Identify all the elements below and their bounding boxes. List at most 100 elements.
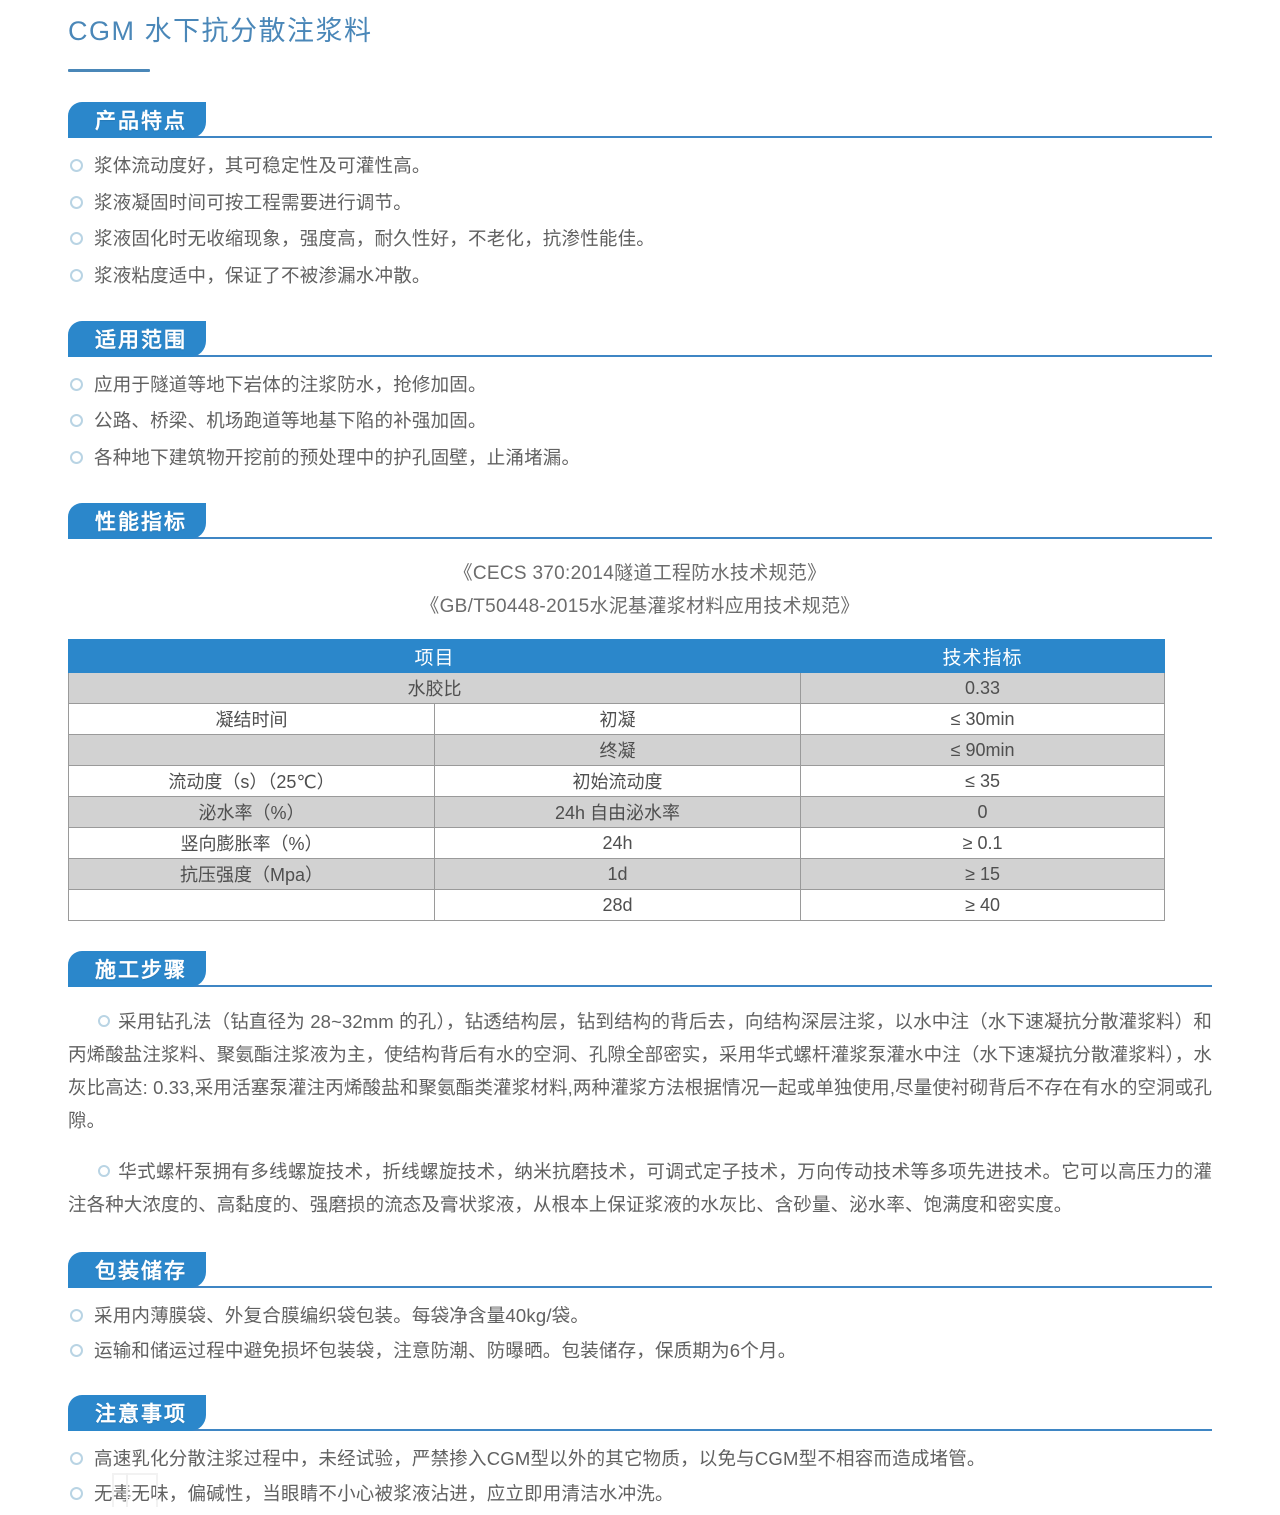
section-tab-performance: 性能指标 <box>68 502 206 539</box>
cell-subitem: 终凝 <box>433 734 802 767</box>
list-item-text: 浆液粘度适中，保证了不被渗漏水冲散。 <box>94 265 431 287</box>
features-list: 浆体流动度好，其可稳定性及可灌性高。 浆液凝固时间可按工程需要进行调节。 浆液固… <box>68 152 1212 291</box>
list-item: 运输和储运过程中避免损坏包装袋，注意防潮、防曝晒。包装储存，保质期为6个月。 <box>68 1337 1212 1366</box>
list-item-text: 高速乳化分散注浆过程中，未经试验，严禁掺入CGM型以外的其它物质，以免与CGM型… <box>94 1448 986 1470</box>
paragraph: 华式螺杆泵拥有多线螺旋技术，折线螺旋技术，纳米抗磨技术，可调式定子技术，万向传动… <box>68 1156 1212 1222</box>
section-tab-notes: 注意事项 <box>68 1395 206 1432</box>
ring-bullet-icon <box>70 269 83 283</box>
list-item: 浆液固化时无收缩现象，强度高，耐久性好，不老化，抗渗性能佳。 <box>68 225 1212 254</box>
cell-item <box>68 889 435 922</box>
table-row: 28d ≥ 40 <box>68 889 1166 922</box>
ring-bullet-icon <box>70 1486 83 1500</box>
packaging-list: 采用内薄膜袋、外复合膜编织袋包装。每袋净含量40kg/袋。 运输和储运过程中避免… <box>68 1302 1212 1365</box>
column-header-item: 项目 <box>67 639 802 674</box>
list-item: 浆液粘度适中，保证了不被渗漏水冲散。 <box>68 262 1212 291</box>
section-header-scope: 适用范围 <box>68 320 1212 357</box>
section-tab-features: 产品特点 <box>68 102 206 139</box>
cell-item: 抗压强度（Mpa） <box>68 858 435 891</box>
list-item-text: 各种地下建筑物开挖前的预处理中的护孔固壁，止涌堵漏。 <box>94 447 581 469</box>
cell-item: 凝结时间 <box>68 703 435 736</box>
section-divider-rule <box>68 136 1212 139</box>
standard-line: 《GB/T50448-2015水泥基灌浆材料应用技术规范》 <box>420 596 860 618</box>
section-divider-rule <box>68 536 1212 539</box>
section-divider-rule <box>68 1429 1212 1432</box>
ring-bullet-icon <box>70 1452 83 1466</box>
list-item-text: 浆液固化时无收缩现象，强度高，耐久性好，不老化，抗渗性能佳。 <box>94 228 656 250</box>
standard-line: 《CECS 370:2014隧道工程防水技术规范》 <box>453 562 827 584</box>
list-item: 高速乳化分散注浆过程中，未经试验，严禁掺入CGM型以外的其它物质，以免与CGM型… <box>68 1445 1212 1474</box>
cell-subitem: 24h 自由泌水率 <box>433 796 802 829</box>
section-divider-rule <box>68 1285 1212 1288</box>
ring-bullet-icon <box>98 1164 110 1177</box>
section-tab-scope: 适用范围 <box>68 320 206 357</box>
list-item: 采用内薄膜袋、外复合膜编织袋包装。每袋净含量40kg/袋。 <box>68 1302 1212 1331</box>
list-item-text: 运输和储运过程中避免损坏包装袋，注意防潮、防曝晒。包装储存，保质期为6个月。 <box>94 1339 797 1361</box>
ring-bullet-icon <box>98 1014 110 1027</box>
cell-spec: ≤ 35 <box>800 765 1166 798</box>
cell-spec: ≥ 40 <box>800 889 1166 922</box>
ring-bullet-icon <box>70 159 83 173</box>
cell-spec: 0 <box>800 796 1166 829</box>
performance-table: 项目 技术指标 水胶比 0.33 凝结时间 初凝 ≤ 30min 终凝 ≤ 90… <box>67 639 1166 922</box>
ring-bullet-icon <box>70 414 83 428</box>
section-steps: 施工步骤 采用钻孔法（钻直径为 28~32mm 的孔），钻透结构层，钻到结构的背… <box>68 951 1212 1222</box>
page-title: CGM 水下抗分散注浆料 <box>68 16 373 46</box>
list-item-text: 无毒无味，偏碱性，当眼睛不小心被浆液沾进，应立即用清洁水冲洗。 <box>94 1482 674 1504</box>
section-header-features: 产品特点 <box>68 102 1212 139</box>
cell-spec: 0.33 <box>800 672 1166 705</box>
ring-bullet-icon <box>70 1308 83 1322</box>
list-item-text: 采用内薄膜袋、外复合膜编织袋包装。每袋净含量40kg/袋。 <box>94 1304 590 1326</box>
list-item-text: 浆液凝固时间可按工程需要进行调节。 <box>94 191 412 213</box>
ring-bullet-icon <box>70 195 83 209</box>
paragraph: 采用钻孔法（钻直径为 28~32mm 的孔），钻透结构层，钻到结构的背后去，向结… <box>68 1006 1212 1138</box>
list-item-text: 浆体流动度好，其可稳定性及可灌性高。 <box>94 155 431 177</box>
section-features: 产品特点 浆体流动度好，其可稳定性及可灌性高。 浆液凝固时间可按工程需要进行调节… <box>68 102 1212 291</box>
section-divider-rule <box>68 354 1212 357</box>
section-header-packaging: 包装储存 <box>68 1251 1212 1288</box>
steps-paragraphs: 采用钻孔法（钻直径为 28~32mm 的孔），钻透结构层，钻到结构的背后去，向结… <box>68 1006 1212 1222</box>
section-header-notes: 注意事项 <box>68 1395 1212 1432</box>
cell-item: 水胶比 <box>67 672 802 705</box>
cell-item: 流动度（s）（25℃） <box>68 765 435 798</box>
table-row: 水胶比 0.33 <box>67 672 1166 705</box>
cell-subitem: 初凝 <box>433 703 802 736</box>
ring-bullet-icon <box>70 232 83 246</box>
table-row: 凝结时间 初凝 ≤ 30min <box>68 703 1166 736</box>
list-item: 无毒无味，偏碱性，当眼睛不小心被浆液沾进，应立即用清洁水冲洗。 <box>68 1480 1212 1509</box>
cell-spec: ≥ 0.1 <box>800 827 1166 860</box>
section-header-performance: 性能指标 <box>68 502 1212 539</box>
ring-bullet-icon <box>70 377 83 391</box>
section-tab-steps: 施工步骤 <box>68 951 206 988</box>
table-header-row: 项目 技术指标 <box>67 639 1166 674</box>
cell-spec: ≤ 90min <box>800 734 1166 767</box>
table-row: 抗压强度（Mpa） 1d ≥ 15 <box>68 858 1166 891</box>
list-item: 浆液凝固时间可按工程需要进行调节。 <box>68 189 1212 218</box>
table-row: 泌水率（%） 24h 自由泌水率 0 <box>68 796 1166 829</box>
paragraph-text: 采用钻孔法（钻直径为 28~32mm 的孔），钻透结构层，钻到结构的背后去，向结… <box>68 1010 1212 1131</box>
cell-item: 泌水率（%） <box>68 796 435 829</box>
ring-bullet-icon <box>70 1343 83 1357</box>
section-tab-packaging: 包装储存 <box>68 1251 206 1288</box>
notes-list: 高速乳化分散注浆过程中，未经试验，严禁掺入CGM型以外的其它物质，以免与CGM型… <box>68 1445 1212 1508</box>
cell-subitem: 28d <box>433 889 802 922</box>
cell-subitem: 1d <box>433 858 802 891</box>
list-item: 浆体流动度好，其可稳定性及可灌性高。 <box>68 152 1212 181</box>
cell-subitem: 初始流动度 <box>433 765 802 798</box>
scope-list: 应用于隧道等地下岩体的注浆防水，抢修加固。 公路、桥梁、机场跑道等地基下陷的补强… <box>68 371 1212 473</box>
list-item-text: 公路、桥梁、机场跑道等地基下陷的补强加固。 <box>94 410 487 432</box>
column-header-spec: 技术指标 <box>800 639 1166 674</box>
table-row: 终凝 ≤ 90min <box>68 734 1166 767</box>
list-item: 公路、桥梁、机场跑道等地基下陷的补强加固。 <box>68 407 1212 436</box>
table-row: 流动度（s）（25℃） 初始流动度 ≤ 35 <box>68 765 1166 798</box>
cell-spec: ≥ 15 <box>800 858 1166 891</box>
section-scope: 适用范围 应用于隧道等地下岩体的注浆防水，抢修加固。 公路、桥梁、机场跑道等地基… <box>68 320 1212 473</box>
standards-references: 《CECS 370:2014隧道工程防水技术规范》 《GB/T50448-201… <box>68 557 1212 624</box>
table-row: 竖向膨胀率（%） 24h ≥ 0.1 <box>68 827 1166 860</box>
list-item: 应用于隧道等地下岩体的注浆防水，抢修加固。 <box>68 371 1212 400</box>
section-notes: 注意事项 高速乳化分散注浆过程中，未经试验，严禁掺入CGM型以外的其它物质，以免… <box>68 1395 1212 1508</box>
section-performance: 性能指标 《CECS 370:2014隧道工程防水技术规范》 《GB/T5044… <box>67 502 1212 922</box>
list-item: 各种地下建筑物开挖前的预处理中的护孔固壁，止涌堵漏。 <box>68 444 1212 473</box>
paragraph-text: 华式螺杆泵拥有多线螺旋技术，折线螺旋技术，纳米抗磨技术，可调式定子技术，万向传动… <box>68 1160 1212 1215</box>
section-header-steps: 施工步骤 <box>68 951 1212 988</box>
